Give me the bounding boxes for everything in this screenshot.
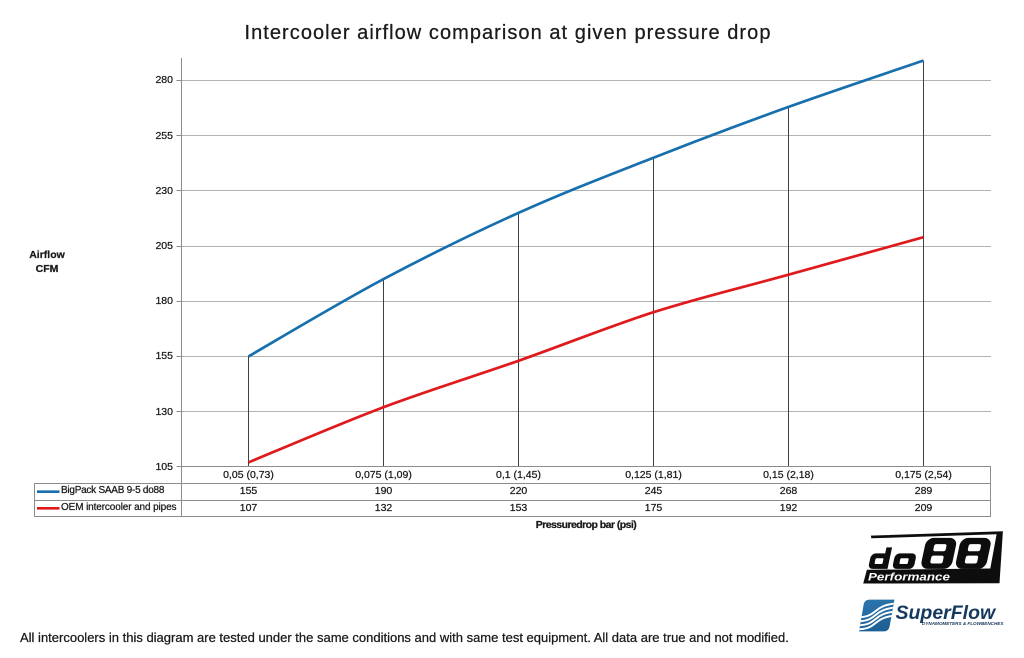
svg-text:Performance: Performance xyxy=(868,571,950,584)
svg-text:DYNAMOMETERS & FLOWBENCHES: DYNAMOMETERS & FLOWBENCHES xyxy=(922,621,1004,626)
svg-text:SuperFlow: SuperFlow xyxy=(896,602,998,624)
